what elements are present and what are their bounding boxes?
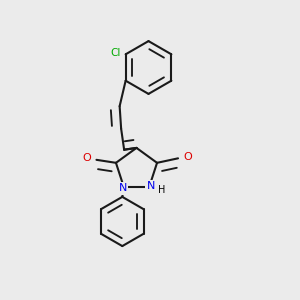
Text: Cl: Cl [110,48,120,58]
Text: O: O [82,153,91,163]
Text: O: O [183,152,192,162]
Text: H: H [158,185,165,195]
Text: N: N [146,181,155,191]
Text: N: N [119,184,127,194]
